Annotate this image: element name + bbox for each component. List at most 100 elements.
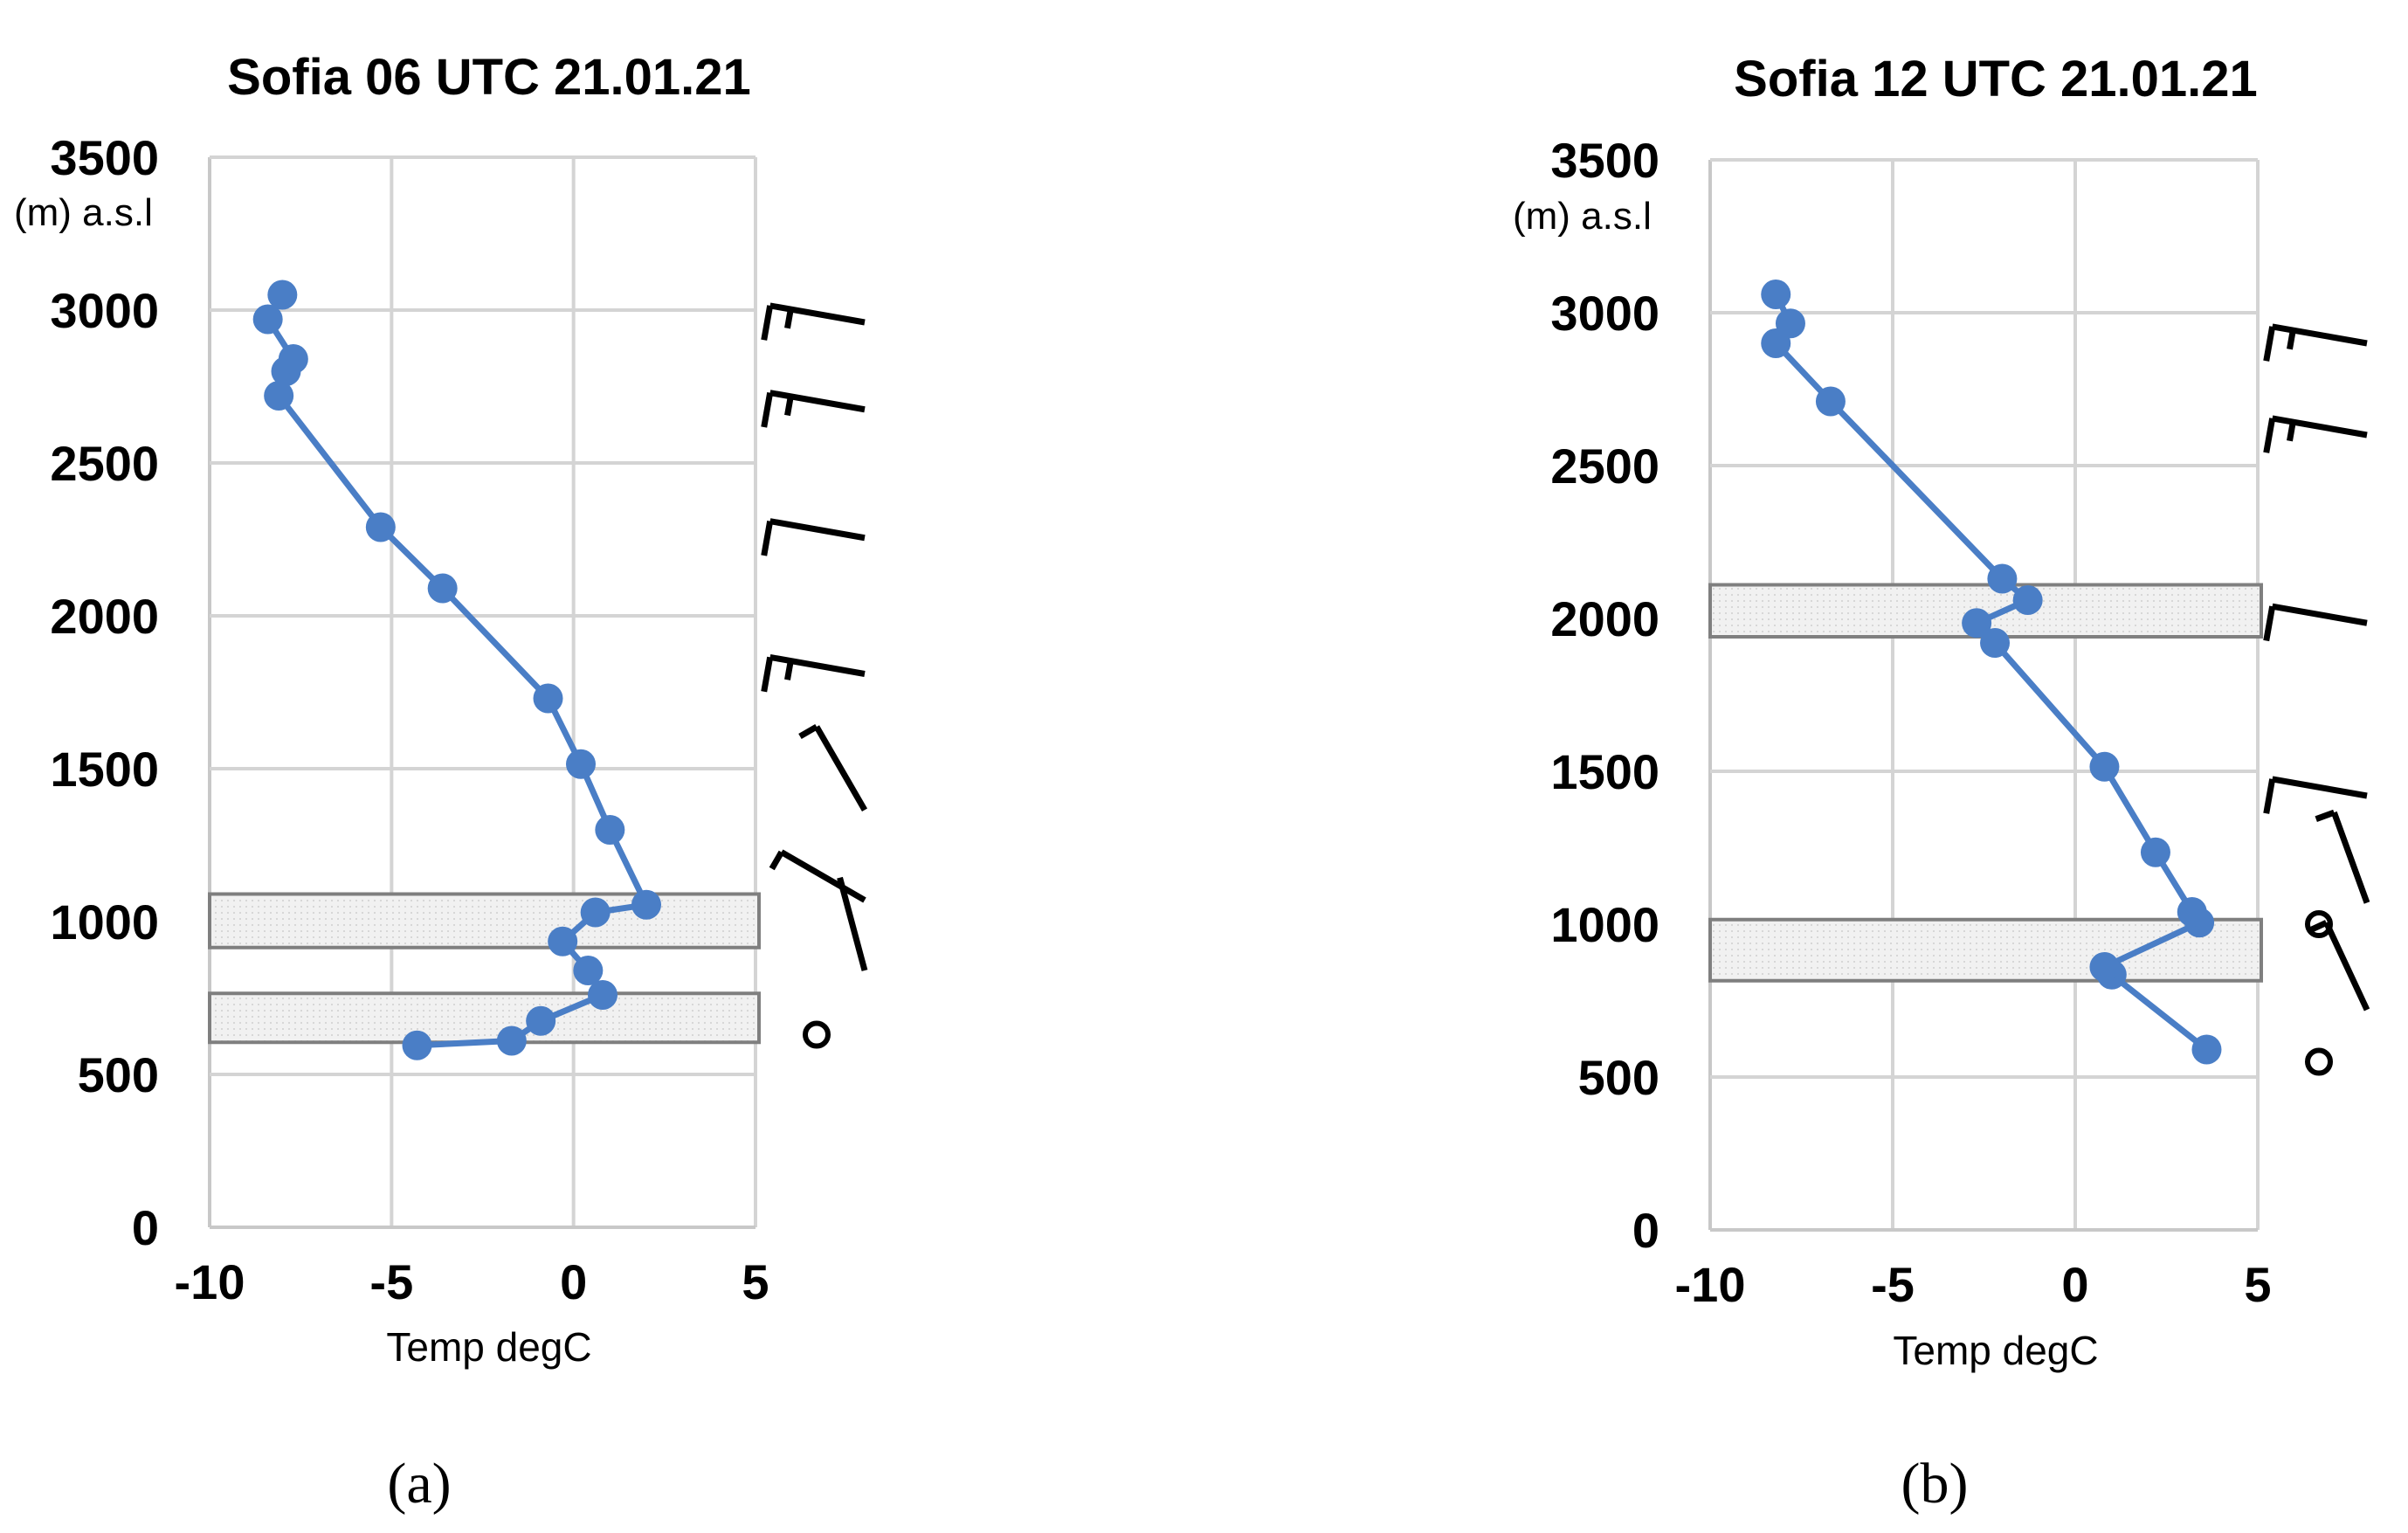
data-point [580, 897, 611, 928]
y-tick-label: 3000 [50, 283, 159, 338]
wind-barb [2315, 809, 2370, 904]
chart-panel-b: Sofia 12 UTC 21.01.21 (m) a.s.l Temp deg… [1513, 51, 2370, 1516]
data-point [1987, 563, 2018, 594]
data-point [2177, 897, 2207, 927]
wind-barb [761, 653, 866, 693]
data-point [278, 344, 308, 374]
data-point [573, 956, 604, 985]
barb-feather [761, 392, 774, 428]
data-point [2089, 952, 2120, 982]
y-tick-label: 1000 [1550, 897, 1659, 952]
barb-feather [2287, 421, 2296, 442]
barb-feather [761, 521, 774, 556]
barb-feather [761, 656, 774, 693]
data-point [365, 512, 396, 542]
wind-barb [2263, 323, 2368, 362]
y-tick-label: 2000 [50, 589, 159, 644]
x-tick-label: 5 [742, 1254, 769, 1309]
wind-barb [761, 518, 866, 556]
chart-title: Sofia 12 UTC 21.01.21 [1734, 51, 2258, 107]
wind-barb [837, 876, 868, 971]
calm-circle [2305, 1047, 2333, 1076]
wind-barbs [761, 302, 868, 1049]
data-point [595, 815, 625, 845]
gridlines [208, 155, 757, 1229]
wind-barb [2263, 776, 2368, 814]
barb-shaft [2331, 811, 2370, 904]
barb-feather [769, 850, 784, 871]
barb-feather [2263, 605, 2276, 642]
wind-barb [2263, 415, 2368, 453]
y-tick-label: 1500 [50, 742, 159, 797]
inversion-layers [208, 892, 761, 1045]
data-point [252, 304, 283, 335]
wind-barb [2305, 910, 2333, 938]
plot-area [1761, 280, 2222, 1065]
x-tick-label: -5 [1871, 1257, 1915, 1312]
inversion-layer [1708, 917, 2263, 983]
y-tick-label: 3000 [1550, 286, 1659, 341]
inversion-layer [208, 892, 761, 949]
barb-shaft [769, 518, 866, 542]
barb-shaft [769, 653, 866, 677]
data-point [526, 1005, 556, 1036]
y-axis-label: (m) a.s.l [1513, 195, 1652, 238]
inversion-layer [1708, 583, 2263, 639]
barb-feather [2263, 418, 2276, 453]
barb-feather [2315, 809, 2336, 822]
barb-feather [761, 305, 774, 341]
barb-shaft [2272, 415, 2368, 438]
data-point [2191, 1034, 2222, 1065]
inversion-layers [1708, 583, 2263, 983]
plot-area [252, 280, 661, 1060]
data-point [496, 1025, 527, 1056]
y-tick-label: 3500 [50, 130, 159, 185]
panel-label: (a) [387, 1452, 451, 1516]
inversion-layer [208, 991, 761, 1045]
wind-barb [761, 390, 866, 428]
data-point [2140, 837, 2170, 867]
barb-feather [784, 396, 794, 417]
barb-shaft [837, 876, 868, 971]
wind-barb [769, 849, 866, 903]
x-tick-label: -5 [369, 1254, 413, 1309]
y-tick-label: 2500 [50, 436, 159, 491]
data-point [1980, 628, 2011, 658]
data-point [264, 381, 294, 411]
data-point [2012, 585, 2043, 615]
barb-shaft [769, 302, 866, 326]
x-axis-label: Temp degC [1893, 1328, 2098, 1373]
data-point [427, 573, 458, 604]
y-tick-label: 500 [78, 1047, 159, 1102]
data-point [1815, 386, 1846, 417]
barb-feather [2287, 329, 2296, 350]
wind-barb [803, 1020, 831, 1049]
x-tick-label: -10 [1675, 1257, 1746, 1312]
data-point [588, 980, 618, 1010]
calm-circle [2305, 910, 2333, 938]
panel-label: (b) [1901, 1452, 1969, 1516]
chart-panel-a: Sofia 06 UTC 21.01.21 (m) a.s.l Temp deg… [14, 49, 868, 1516]
tick-labels: -10 -5 0 5 0 500 1000 1500 2000 2500 3000 3500 [50, 130, 769, 1309]
y-tick-label: 0 [132, 1200, 159, 1255]
data-point [2089, 751, 2120, 782]
data-point [1775, 308, 1805, 339]
barb-shaft [2323, 921, 2370, 1012]
barb-feather [798, 723, 818, 740]
barb-shaft [2272, 776, 2368, 799]
barb-shaft [813, 725, 868, 811]
barb-feather [2263, 778, 2276, 814]
data-point [566, 749, 596, 779]
data-point [533, 683, 563, 714]
chart-title: Sofia 06 UTC 21.01.21 [227, 49, 751, 106]
y-tick-label: 2500 [1550, 438, 1659, 494]
x-axis-label: Temp degC [386, 1324, 591, 1370]
y-tick-label: 3500 [1550, 133, 1659, 188]
y-tick-label: 500 [1578, 1050, 1659, 1105]
x-tick-label: 0 [560, 1254, 587, 1309]
y-tick-label: 1500 [1550, 744, 1659, 799]
wind-barbs [2263, 323, 2370, 1076]
barb-shaft [769, 390, 866, 413]
data-point [1962, 608, 1992, 639]
y-axis-label: (m) a.s.l [14, 191, 153, 234]
